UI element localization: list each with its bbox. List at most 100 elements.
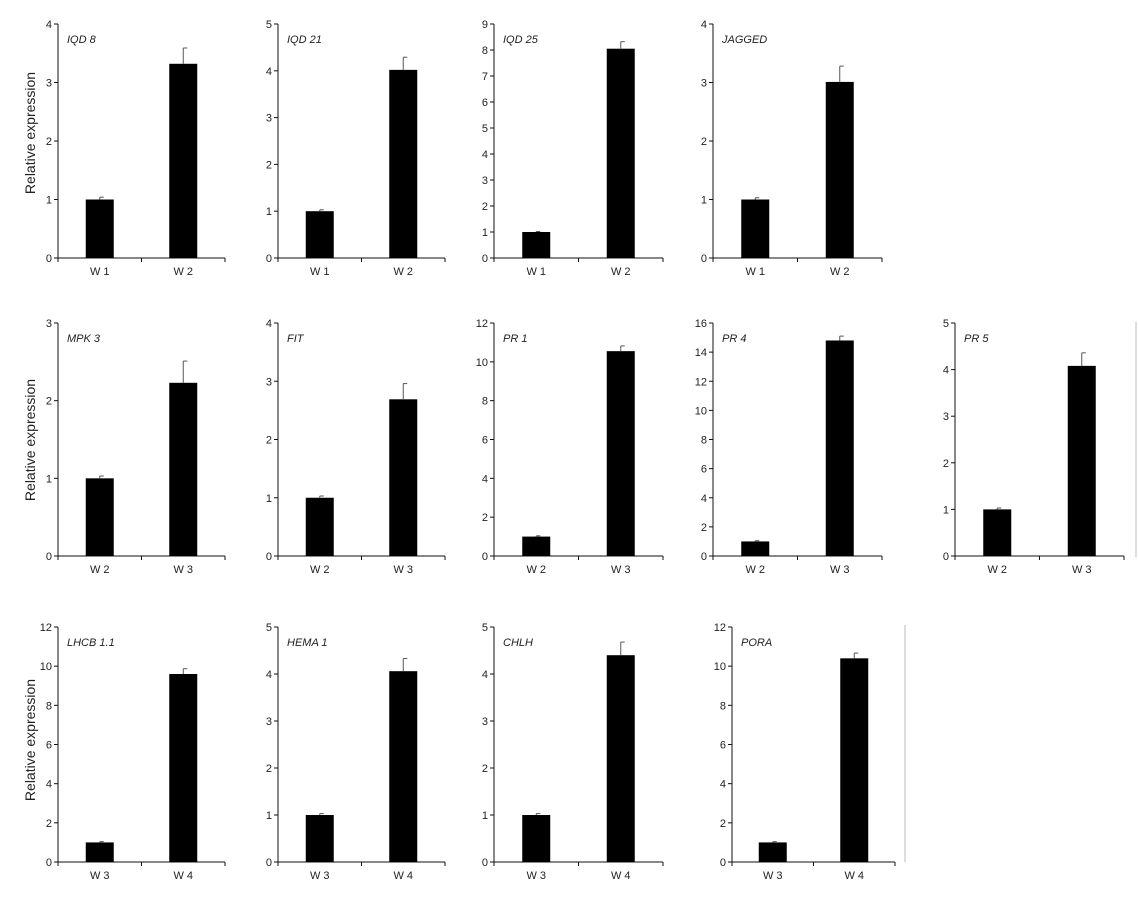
x-tick-label: W 1 [745,266,765,278]
y-tick-label: 0 [701,253,707,265]
y-tick-label: 0 [482,551,488,563]
bar [983,509,1012,556]
y-tick-label: 1 [701,195,707,207]
y-tick-label: 4 [482,473,488,485]
y-tick-label: 4 [701,493,707,505]
y-tick-label: 10 [476,357,488,369]
bar [305,211,334,258]
y-tick-label: 2 [482,512,488,524]
y-tick-label: 4 [46,19,52,31]
bar [522,536,551,556]
y-axis-label-row-2: Relative expression [22,379,38,501]
y-tick-label: 14 [695,347,707,359]
x-tick-label: W 3 [393,564,413,576]
y-tick-label: 0 [482,857,488,869]
y-tick-label: 8 [720,700,726,712]
chart-title: PR 5 [964,333,989,345]
y-tick-label: 3 [482,716,488,728]
x-tick-label: W 1 [310,266,330,278]
chart-title: IQD 8 [67,34,97,46]
y-tick-label: 2 [266,159,272,171]
y-tick-label: 0 [943,551,949,563]
y-tick-label: 2 [701,522,707,534]
y-tick-label: 2 [46,136,52,148]
y-tick-label: 4 [943,365,949,377]
chart-panel: 0 1 2 3 4 5 W 2 W 3 PR 5 [943,318,1125,576]
y-tick-label: 0 [720,857,726,869]
chart-panel: 0 2 4 6 8 10 12 14 16 W 2 W 3 PR 4 [695,318,883,576]
bar [758,842,787,862]
chart-panel: 0 2 4 6 8 10 12 W 2 W 3 PR 1 [476,318,664,576]
bar [305,815,334,862]
y-tick-label: 3 [482,175,488,187]
y-tick-label: 10 [40,661,52,673]
y-tick-label: 2 [720,818,726,830]
x-tick-label: W 3 [310,870,330,882]
y-tick-label: 2 [482,201,488,213]
y-tick-label: 10 [714,661,726,673]
y-tick-label: 3 [266,376,272,388]
chart-title: PR 4 [722,333,746,345]
y-tick-label: 0 [46,551,52,563]
y-tick-label: 3 [266,716,272,728]
x-tick-label: W 2 [745,564,765,576]
x-tick-label: W 2 [987,564,1007,576]
y-tick-label: 1 [482,810,488,822]
y-tick-label: 4 [266,66,272,78]
y-tick-label: 1 [266,493,272,505]
y-tick-label: 3 [266,113,272,125]
y-tick-label: 2 [943,458,949,470]
chart-title: CHLH [503,637,533,649]
y-tick-label: 0 [266,253,272,265]
y-tick-label: 2 [266,763,272,775]
x-tick-label: W 2 [830,266,850,278]
y-tick-label: 12 [714,622,726,634]
chart-title: HEMA 1 [287,637,328,649]
y-tick-label: 5 [943,318,949,330]
y-tick-label: 3 [46,318,52,330]
y-tick-label: 8 [46,700,52,712]
chart-panel: 0 1 2 3 4 5 W 1 W 2 IQD 21 [266,19,446,278]
y-tick-label: 8 [701,435,707,447]
x-tick-label: W 3 [611,564,631,576]
y-tick-label: 4 [482,149,488,161]
y-tick-label: 6 [701,464,707,476]
y-tick-label: 5 [482,123,488,135]
bar [741,541,770,556]
x-tick-label: W 4 [611,870,631,882]
chart-panel: 0 1 2 3 W 2 W 3 MPK 3 [46,318,226,576]
x-tick-label: W 2 [393,266,413,278]
chart-title: JAGGED [721,34,767,46]
bar [169,674,198,862]
y-tick-label: 16 [695,318,707,330]
chart-panel: 0 1 2 3 4 W 2 W 3 FIT [266,318,446,576]
chart-title: IQD 21 [287,34,322,46]
y-tick-label: 8 [482,45,488,57]
y-tick-label: 1 [46,473,52,485]
chart-panel: 0 1 2 3 4 W 1 W 2 JAGGED [701,19,883,278]
bar [825,81,854,258]
y-tick-label: 6 [720,740,726,752]
chart-title: LHCB 1.1 [67,637,115,649]
y-tick-label: 0 [46,253,52,265]
y-tick-label: 5 [482,622,488,634]
bar [85,199,114,258]
y-tick-label: 1 [46,195,52,207]
y-tick-label: 1 [266,206,272,218]
y-tick-label: 2 [482,763,488,775]
y-tick-label: 4 [266,669,272,681]
y-tick-label: 5 [266,19,272,31]
chart-title: IQD 25 [503,34,539,46]
y-tick-label: 0 [701,551,707,563]
x-tick-label: W 4 [393,870,413,882]
y-tick-label: 3 [701,78,707,90]
y-tick-label: 6 [482,97,488,109]
y-tick-label: 3 [46,78,52,90]
y-tick-label: 4 [701,19,707,31]
x-tick-label: W 2 [611,266,631,278]
y-tick-label: 12 [695,376,707,388]
y-tick-label: 12 [40,622,52,634]
bar [169,63,198,258]
y-tick-label: 7 [482,71,488,83]
